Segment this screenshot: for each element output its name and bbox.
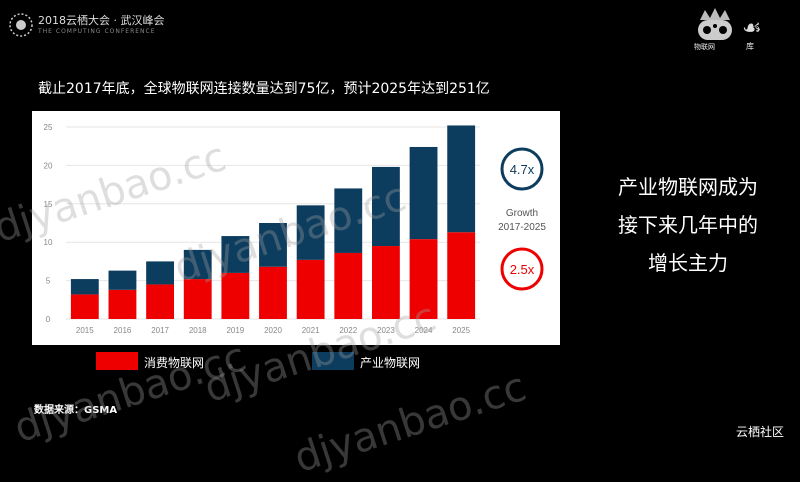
side-callout-line-3: 增长主力 xyxy=(648,251,728,275)
bar-segment-industrial xyxy=(259,223,287,267)
bar-segment-consumer xyxy=(296,259,325,319)
bar-segment-industrial xyxy=(70,279,99,295)
y-tick-label: 10 xyxy=(44,238,53,247)
bar-segment-consumer xyxy=(70,294,99,319)
conference-logo-icon xyxy=(9,13,33,37)
bar-segment-consumer xyxy=(259,266,287,319)
legend-swatch-consumer xyxy=(96,352,138,370)
event-logo: 2018云栖大会 · 武汉峰会 THE COMPUTING CONFERENCE xyxy=(8,8,164,42)
headline: 截止2017年底，全球物联网连接数量达到75亿，预计2025年达到251亿 xyxy=(38,81,490,97)
side-callout-line-2: 接下来几年中的 xyxy=(618,213,758,237)
side-callout-line-1: 产业物联网成为 xyxy=(618,175,758,199)
y-tick-label: 0 xyxy=(46,315,51,324)
bar-segment-industrial xyxy=(334,188,363,253)
bar-segment-consumer xyxy=(146,284,175,319)
x-tick-label: 2015 xyxy=(76,326,94,335)
bar-segment-industrial xyxy=(409,146,438,240)
legend: 消费物联网 产业物联网 xyxy=(0,352,800,372)
bar-segment-consumer xyxy=(371,246,400,319)
growth-period: 2017-2025 xyxy=(498,222,546,233)
legend-swatch-industrial xyxy=(312,352,354,370)
x-tick-label: 2017 xyxy=(151,326,169,335)
legend-label-industrial: 产业物联网 xyxy=(360,356,421,370)
bar-segment-consumer xyxy=(334,252,363,319)
bar-segment-industrial xyxy=(108,270,137,290)
y-tick-label: 25 xyxy=(44,123,53,132)
side-callout: 产业物联网成为 接下来几年中的 增长主力 xyxy=(590,168,786,282)
iot-logo-suffix: 库 xyxy=(746,42,754,51)
y-tick-label: 15 xyxy=(44,200,53,209)
bar-segment-consumer xyxy=(447,232,476,319)
script-glyph-icon: ☙ xyxy=(742,16,762,41)
x-tick-label: 2018 xyxy=(189,326,207,335)
growth-value-consumer: 2.5x xyxy=(510,262,535,277)
bar-segment-consumer xyxy=(221,272,250,319)
bar-segment-consumer xyxy=(183,279,212,319)
legend-label-consumer: 消费物联网 xyxy=(144,356,205,370)
community-logo: 云栖社区 xyxy=(736,425,785,439)
watermark: djyanbao.cc xyxy=(288,363,532,482)
x-tick-label: 2024 xyxy=(415,326,433,335)
event-subtitle: THE COMPUTING CONFERENCE xyxy=(38,28,156,35)
y-tick-label: 5 xyxy=(46,277,51,286)
x-tick-label: 2016 xyxy=(114,326,132,335)
event-title: 2018云栖大会 · 武汉峰会 xyxy=(38,14,165,27)
chart-panel: 0 5 10 15 20 25 2015 2016 2017 2018 2019 2020 2021 20… xyxy=(32,111,560,345)
growth-circle-consumer xyxy=(500,247,544,291)
source-note: 数据来源：GSMA xyxy=(34,405,118,416)
growth-value-industrial: 4.7x xyxy=(510,162,535,177)
bar-segment-industrial xyxy=(183,249,212,280)
x-tick-label: 2021 xyxy=(302,326,320,335)
bar-segment-industrial xyxy=(146,261,175,285)
bar-segment-industrial xyxy=(447,125,476,233)
bar-segment-consumer xyxy=(409,239,438,319)
growth-circle-industrial xyxy=(500,147,544,191)
iot-logo: ☙ 物联网 库 xyxy=(690,8,780,54)
x-tick-label: 2022 xyxy=(339,326,357,335)
x-tick-label: 2025 xyxy=(452,326,470,335)
growth-label: Growth xyxy=(506,208,538,219)
bar-segment-industrial xyxy=(371,166,400,247)
x-tick-label: 2023 xyxy=(377,326,395,335)
x-tick-label: 2019 xyxy=(226,326,244,335)
bar-segment-consumer xyxy=(108,289,137,319)
x-tick-label: 2020 xyxy=(264,326,282,335)
y-tick-label: 20 xyxy=(44,161,53,170)
bar-segment-industrial xyxy=(296,205,325,260)
iot-logo-label: 物联网 xyxy=(694,43,715,51)
bar-segment-industrial xyxy=(221,236,250,273)
crown-icon xyxy=(698,8,732,40)
